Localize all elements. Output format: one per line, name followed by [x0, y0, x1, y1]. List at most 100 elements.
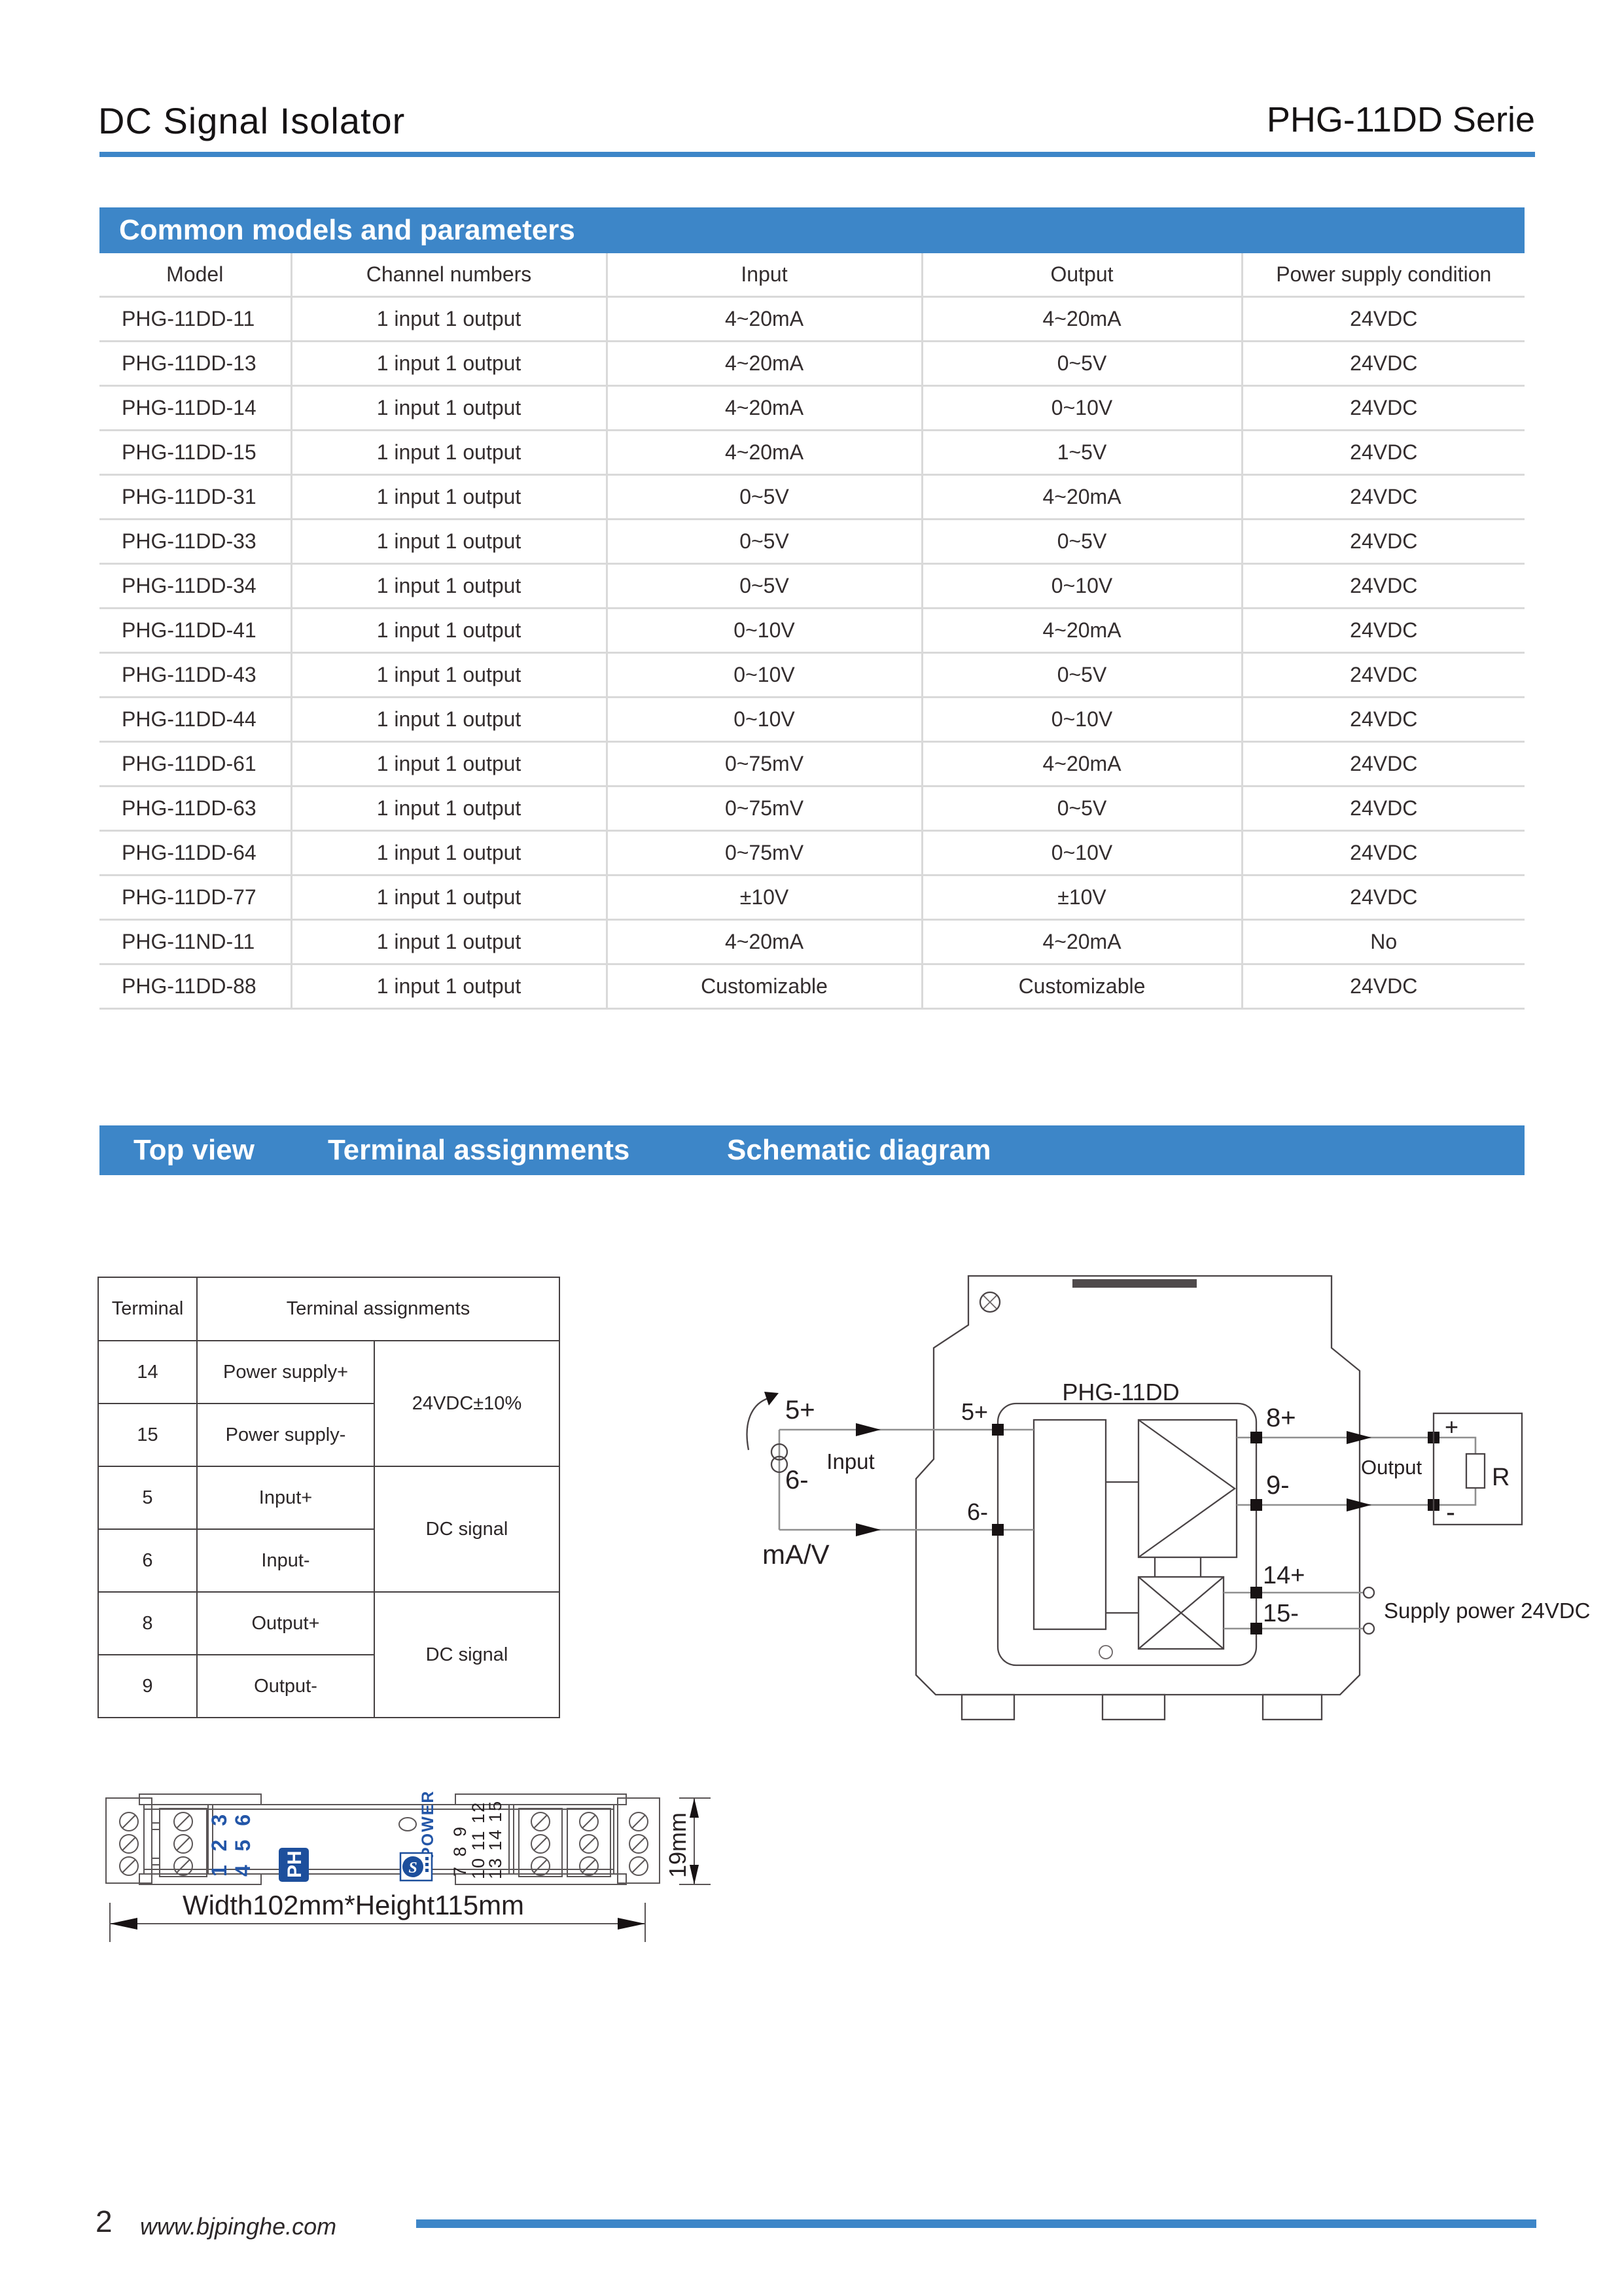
power-converter-block — [1137, 1576, 1225, 1650]
col-model: Model — [99, 253, 292, 298]
banner-top-view: Top view — [133, 1134, 255, 1166]
schematic-diagram: PHG-11DD 5+ 6- Input mA/V 5+ 6- 8+ 9- Ou… — [746, 1275, 1590, 1721]
width-dim-label: Width102mm*Height115mm — [183, 1890, 524, 1920]
banner-schematic-diagram: Schematic diagram — [727, 1134, 991, 1166]
resistor-icon — [1465, 1453, 1486, 1489]
table-row: PHG-11DD-34 1 input 1 output 0~5V 0~10V 24VD… — [99, 563, 1525, 609]
load-minus-label: - — [1446, 1496, 1455, 1527]
banner-terminal-assignments: Terminal assignments — [328, 1134, 630, 1166]
ph-logo-text: PH — [284, 1850, 306, 1878]
schematic-model-label: PHG-11DD — [1062, 1379, 1179, 1405]
table-row: PHG-11ND-11 1 input 1 output 4~20mA 4~20mA N… — [99, 919, 1525, 965]
table-row: PHG-11DD-64 1 input 1 output 0~75mV 0~10V 24… — [99, 830, 1525, 876]
top-view-drawing: 1 2 3 4 5 6 PH POWER S 7 8 9 10 11 12 13… — [105, 1790, 711, 1942]
table-row: PHG-11DD-44 1 input 1 output 0~10V 0~10V 24V… — [99, 696, 1525, 743]
input-neg-label: 6- — [785, 1466, 809, 1494]
terminal-row: 14 Power supply+ 24VDC±10% — [97, 1340, 561, 1467]
group-input: DC signal — [373, 1466, 561, 1593]
out-neg-label: 9- — [1266, 1471, 1290, 1500]
models-header-row: Model Channel numbers Input Output Power… — [99, 253, 1525, 298]
series-title: PHG-11DD Serie — [1266, 100, 1535, 139]
col-input: Input — [605, 253, 923, 298]
terminal-row: 9 Output- — [97, 1654, 559, 1718]
wires — [778, 1428, 1477, 1630]
supply-pos-label: 14+ — [1263, 1562, 1305, 1589]
input-unit-label: mA/V — [762, 1539, 830, 1570]
din-rail-slot — [1072, 1279, 1197, 1288]
table-row: PHG-11DD-13 1 input 1 output 4~20mA 0~5V 24V… — [99, 340, 1525, 387]
table-row: PHG-11DD-11 1 input 1 output 4~20mA 4~20mA 2… — [99, 296, 1525, 342]
mount-screw-icon — [979, 1291, 1001, 1313]
assignment-col-header: Terminal assignments — [196, 1277, 561, 1341]
terminal-row: 15 Power supply- — [97, 1403, 559, 1467]
models-banner: Common models and parameters — [99, 207, 1525, 253]
table-row: PHG-11DD-14 1 input 1 output 4~20mA 0~10V 24… — [99, 385, 1525, 431]
height-dim-label: 19mm — [664, 1812, 691, 1878]
supply-neg-label: 15- — [1263, 1600, 1299, 1627]
out-pos-label: 8+ — [1266, 1404, 1296, 1432]
table-row: PHG-11DD-77 1 input 1 output ±10V ±10V 24VDC — [99, 874, 1525, 921]
table-row: PHG-11DD-63 1 input 1 output 0~75mV 0~5V 24V… — [99, 785, 1525, 832]
block-connectors — [1106, 1481, 1202, 1614]
output-label: Output — [1361, 1456, 1422, 1479]
col-channels: Channel numbers — [290, 253, 608, 298]
group-output: DC signal — [373, 1591, 561, 1718]
table-row: PHG-11DD-88 1 input 1 output Customizable C… — [99, 963, 1525, 1010]
table-row: PHG-11DD-15 1 input 1 output 4~20mA 1~5V 24V… — [99, 429, 1525, 476]
terminal-digits-1-2-3: 1 2 3 — [207, 1810, 231, 1877]
page-number: 2 — [96, 2204, 113, 2238]
inner-neg-label: 6- — [967, 1498, 988, 1525]
cavity-hole-icon — [1099, 1645, 1113, 1659]
header-rule — [99, 152, 1535, 157]
inner-cavity — [997, 1402, 1258, 1667]
left-terminal-blocks — [105, 1797, 207, 1884]
module-outline — [915, 1275, 1361, 1721]
input-block — [1033, 1419, 1107, 1631]
terminal-digits-4-5-6: 4 5 6 — [231, 1810, 255, 1877]
adjust-arrow-icon — [746, 1392, 779, 1451]
input-label: Input — [826, 1449, 874, 1474]
terminal-digits-7-8-9: 7 8 9 — [450, 1824, 470, 1877]
load-label: R — [1492, 1464, 1509, 1491]
table-row: PHG-11DD-61 1 input 1 output 0~75mV 4~20mA 2… — [99, 741, 1525, 787]
right-terminal-blocks — [518, 1797, 660, 1884]
height-dimension: 19mm — [664, 1797, 711, 1885]
load-box — [1432, 1412, 1523, 1526]
signal-source-icon — [770, 1443, 788, 1474]
terminal-col-header: Terminal — [97, 1277, 198, 1341]
supply-label: Supply power 24VDC — [1384, 1598, 1590, 1623]
flow-arrows — [856, 1423, 1371, 1536]
supply-terminal-icon — [1362, 1622, 1375, 1635]
models-table: Model Channel numbers Input Output Power… — [99, 253, 1525, 1010]
terminal-row: 8 Output+ DC signal — [97, 1591, 561, 1718]
group-power: 24VDC±10% — [373, 1340, 561, 1467]
page-title: DC Signal Isolator — [98, 100, 406, 141]
terminal-header-row: Terminal Terminal assignments — [97, 1277, 561, 1341]
terminal-table: Terminal Terminal assignments 14 Power s… — [97, 1277, 561, 1718]
device-body — [139, 1793, 627, 1885]
footer-rule — [416, 2219, 1536, 2228]
views-banner: Top view Terminal assignments Schematic … — [99, 1125, 1525, 1175]
s-cert-logo: S — [399, 1852, 433, 1882]
website-url: www.bjpinghe.com — [140, 2213, 337, 2240]
terminal-digits-13-14-15: 13 14 15 — [485, 1800, 505, 1879]
width-dimension: Width102mm*Height115mm — [109, 1890, 646, 1942]
supply-terminal-icon — [1362, 1586, 1375, 1599]
isolation-amplifier-block — [1137, 1419, 1238, 1559]
table-row: PHG-11DD-33 1 input 1 output 0~5V 0~5V 24VDC — [99, 518, 1525, 565]
input-pos-label: 5+ — [785, 1396, 815, 1424]
s-logo-text: S — [408, 1860, 417, 1877]
power-led-icon — [398, 1817, 417, 1831]
models-table-wrap: Model Channel numbers Input Output Power… — [99, 253, 1525, 1010]
col-output: Output — [921, 253, 1243, 298]
table-row: PHG-11DD-41 1 input 1 output 0~10V 4~20mA 24… — [99, 607, 1525, 654]
ph-logo: PH — [279, 1848, 309, 1882]
terminal-pads — [992, 1424, 1439, 1634]
col-power: Power supply condition — [1241, 253, 1525, 298]
table-row: PHG-11DD-31 1 input 1 output 0~5V 4~20mA 24V… — [99, 474, 1525, 520]
terminal-digits-10-11-12: 10 11 12 — [468, 1801, 488, 1879]
load-plus-label: + — [1445, 1413, 1458, 1440]
inner-pos-label: 5+ — [961, 1398, 988, 1425]
terminal-row: 5 Input+ DC signal — [97, 1466, 561, 1593]
